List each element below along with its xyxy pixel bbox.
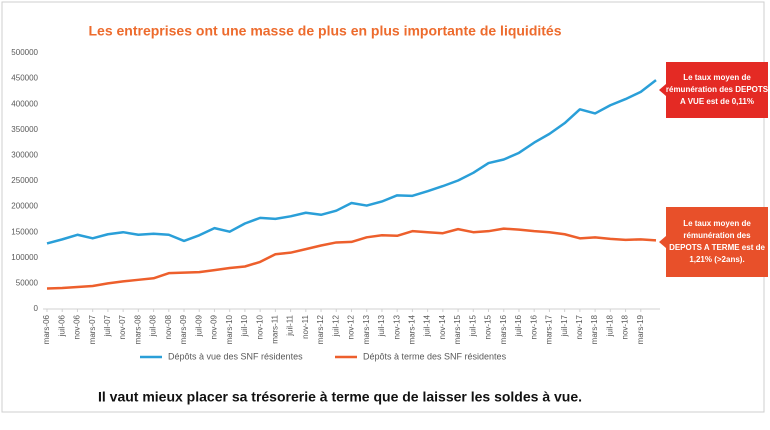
frame bbox=[1, 1, 765, 413]
x-tick-label: juil-17 bbox=[560, 314, 569, 337]
x-tick-label: mars-17 bbox=[545, 314, 554, 344]
x-tick-label: mars-18 bbox=[590, 314, 599, 344]
x-tick-label: mars-09 bbox=[179, 314, 188, 344]
x-tick-label: juil-08 bbox=[149, 314, 158, 337]
x-tick-label: nov-08 bbox=[164, 314, 173, 339]
callout-text: DEPOTS A TERME est de bbox=[669, 243, 765, 252]
x-tick-label: nov-15 bbox=[484, 314, 493, 339]
x-tick-label: juil-13 bbox=[377, 314, 386, 337]
x-tick-label: juil-10 bbox=[240, 314, 249, 337]
x-tick-label: nov-09 bbox=[210, 314, 219, 339]
y-tick-label: 350000 bbox=[11, 125, 38, 134]
x-tick-label: nov-13 bbox=[392, 314, 401, 339]
x-tick-label: juil-09 bbox=[194, 314, 203, 337]
x-tick-label: juil-15 bbox=[468, 314, 477, 337]
x-tick-label: juil-16 bbox=[514, 314, 523, 337]
callout-text: Le taux moyen de bbox=[683, 219, 751, 228]
x-tick-label: mars-10 bbox=[225, 314, 234, 344]
x-tick-label: nov-07 bbox=[118, 314, 127, 339]
x-tick-label: juil-07 bbox=[103, 314, 112, 337]
x-tick-label: juil-06 bbox=[57, 314, 66, 337]
callout-text: rémunération des bbox=[683, 231, 751, 240]
y-tick-label: 150000 bbox=[11, 227, 38, 236]
y-tick-label: 200000 bbox=[11, 202, 38, 211]
x-tick-label: juil-18 bbox=[605, 314, 614, 337]
x-tick-label: mars-16 bbox=[499, 314, 508, 344]
legend-label: Dépôts à vue des SNF résidentes bbox=[168, 351, 303, 361]
x-tick-label: nov-06 bbox=[73, 314, 82, 339]
x-tick-label: juil-12 bbox=[331, 314, 340, 337]
callout-text: 1,21% (>2ans). bbox=[689, 255, 744, 264]
x-tick-label: nov-11 bbox=[301, 314, 310, 338]
callout-text: Le taux moyen de bbox=[683, 73, 751, 82]
y-tick-label: 300000 bbox=[11, 151, 38, 160]
y-tick-label: 50000 bbox=[16, 279, 39, 288]
x-tick-label: nov-10 bbox=[255, 314, 264, 339]
x-tick-label: nov-18 bbox=[621, 314, 630, 339]
y-tick-label: 450000 bbox=[11, 74, 38, 83]
x-tick-label: mars-08 bbox=[133, 314, 142, 344]
x-tick-label: juil-14 bbox=[423, 314, 432, 337]
x-tick-label: nov-17 bbox=[575, 314, 584, 339]
x-tick-label: mars-19 bbox=[636, 314, 645, 344]
x-tick-label: mars-07 bbox=[88, 314, 97, 344]
y-tick-label: 250000 bbox=[11, 176, 38, 185]
x-tick-label: nov-12 bbox=[347, 314, 356, 339]
legend-label: Dépôts à terme des SNF résidentes bbox=[363, 351, 507, 361]
x-tick-label: nov-16 bbox=[529, 314, 538, 339]
series-line bbox=[46, 227, 657, 290]
callout-text: A VUE est de 0,11% bbox=[680, 97, 754, 106]
footer: Il vaut mieux placer sa trésorerie à ter… bbox=[98, 389, 582, 405]
x-tick-label: mars-11 bbox=[270, 314, 279, 343]
callout-text: rémunération des DEPOTS bbox=[666, 85, 769, 94]
x-tick-label: mars-13 bbox=[362, 314, 371, 344]
chart-title: Les entreprises ont une masse de plus en… bbox=[89, 23, 562, 39]
callout-box bbox=[659, 62, 768, 118]
x-tick-label: nov-14 bbox=[438, 314, 447, 339]
callout-box bbox=[659, 207, 768, 277]
y-tick-label: 400000 bbox=[11, 99, 38, 108]
x-tick-label: juil-11 bbox=[286, 314, 295, 336]
x-tick-label: mars-14 bbox=[408, 314, 417, 344]
x-tick-label: mars-06 bbox=[42, 314, 51, 344]
y-tick-label: 100000 bbox=[11, 253, 38, 262]
y-tick-label: 500000 bbox=[11, 48, 38, 57]
x-tick-label: mars-12 bbox=[316, 314, 325, 344]
y-tick-label: 0 bbox=[34, 304, 39, 313]
x-tick-label: mars-15 bbox=[453, 314, 462, 344]
series-line bbox=[46, 79, 657, 245]
